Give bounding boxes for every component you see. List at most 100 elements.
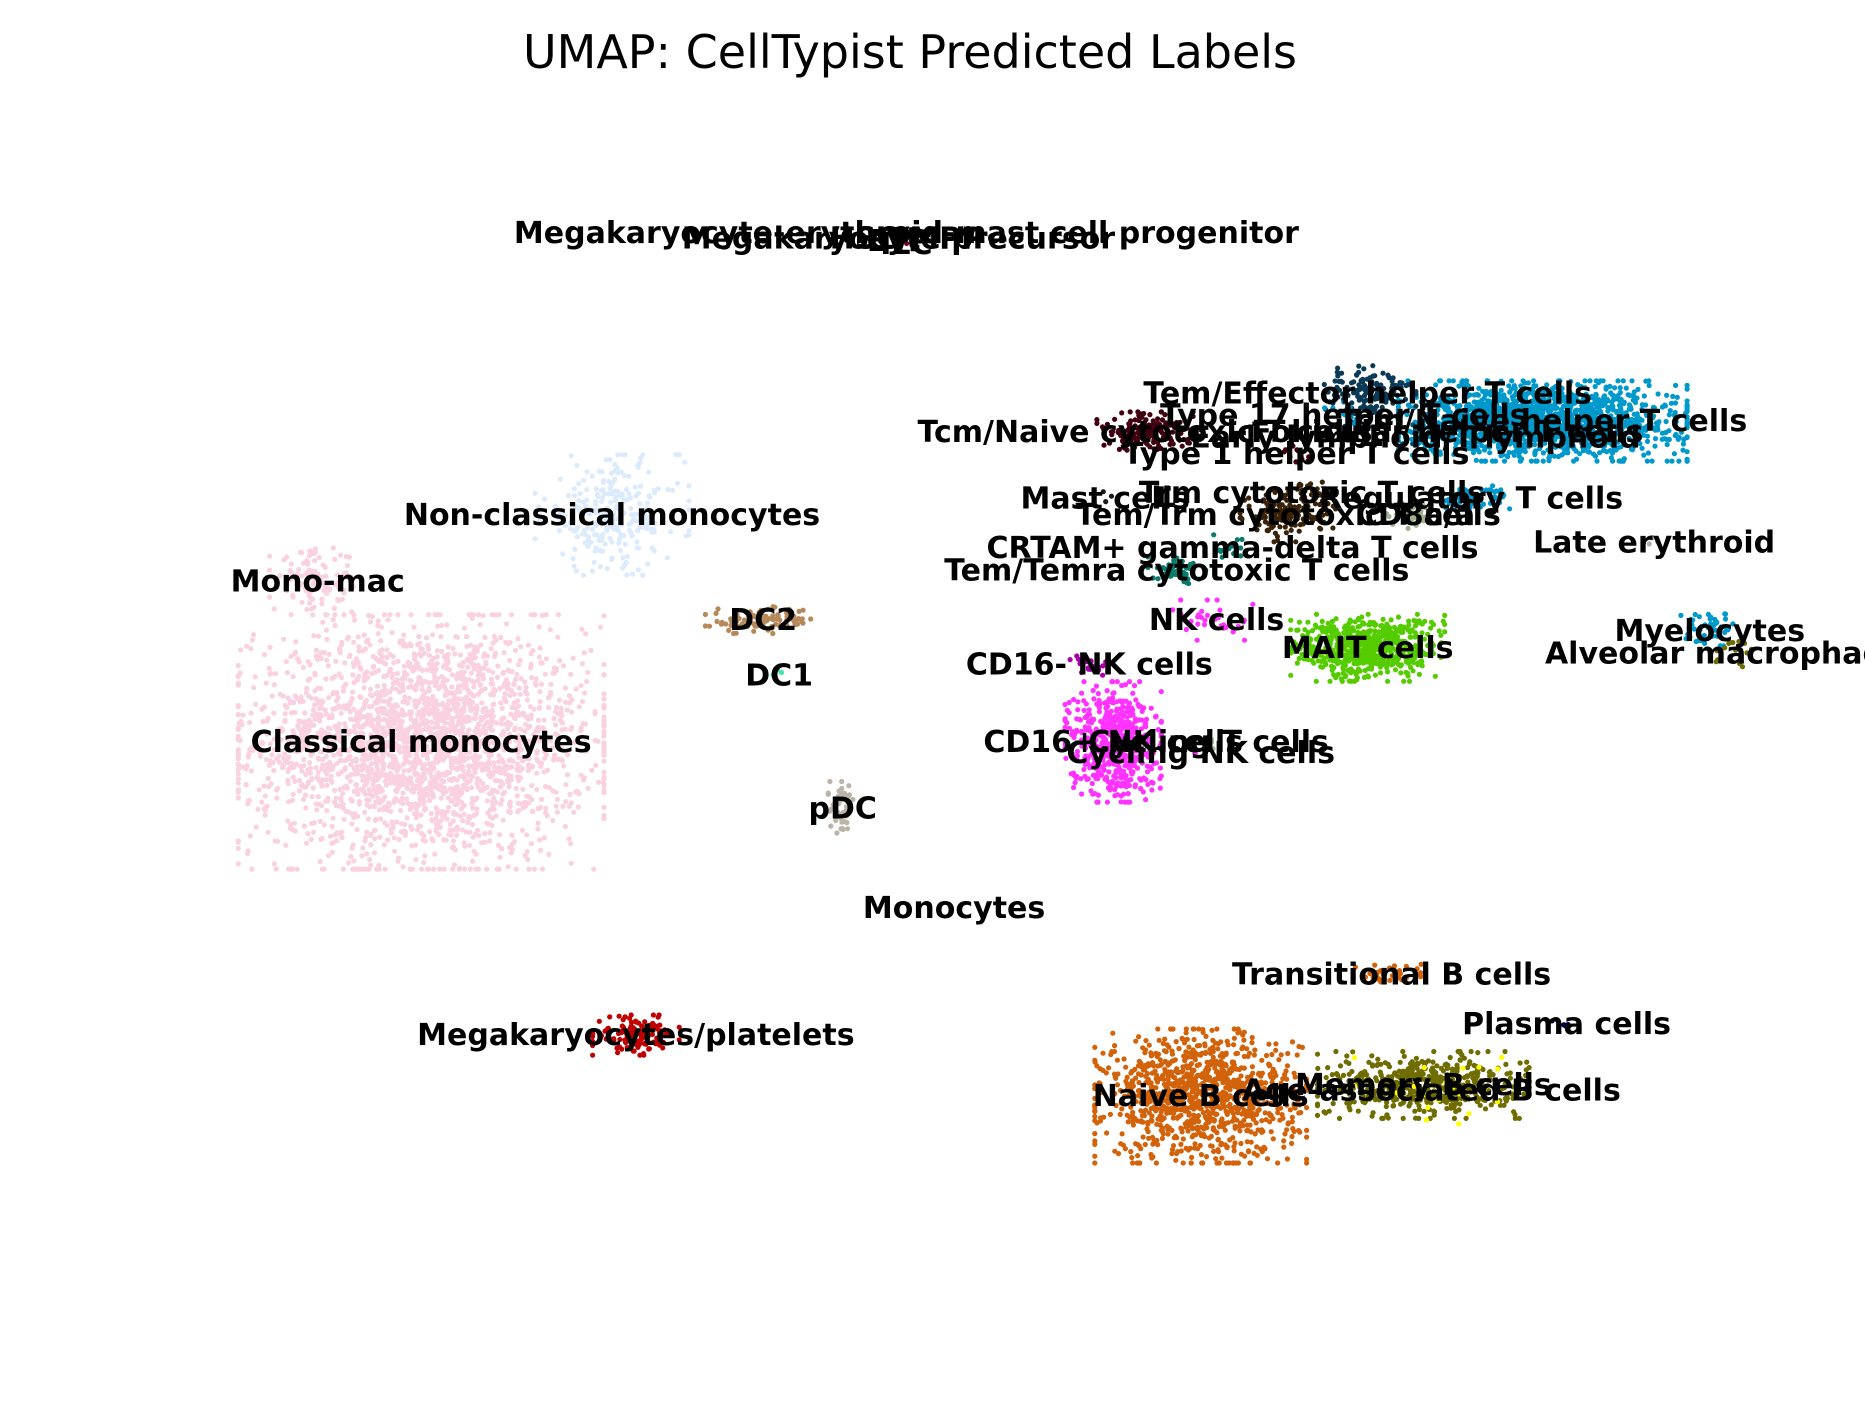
- data-point: [265, 775, 271, 782]
- data-point: [1447, 1054, 1453, 1061]
- data-point: [573, 568, 580, 574]
- data-point: [392, 712, 398, 719]
- data-point: [443, 687, 449, 693]
- data-point: [312, 546, 319, 552]
- data-point: [441, 866, 447, 872]
- data-point: [539, 796, 545, 803]
- data-point: [572, 546, 578, 553]
- data-point: [568, 800, 575, 806]
- data-point: [532, 536, 538, 542]
- data-point: [496, 612, 502, 618]
- data-point: [1133, 1038, 1139, 1044]
- data-point: [389, 685, 395, 692]
- data-point: [404, 785, 410, 791]
- data-point: [601, 718, 607, 724]
- data-point: [411, 624, 417, 630]
- data-point: [400, 800, 406, 807]
- data-point: [284, 554, 290, 560]
- data-point: [356, 644, 362, 650]
- data-point: [370, 803, 376, 809]
- data-point: [472, 769, 478, 776]
- data-point: [674, 480, 681, 486]
- data-point: [1135, 1153, 1141, 1159]
- data-point: [253, 824, 259, 830]
- data-point: [508, 687, 514, 694]
- data-point: [349, 798, 355, 804]
- data-point: [599, 487, 605, 493]
- data-point: [1243, 1113, 1249, 1119]
- data-point: [498, 700, 504, 706]
- data-point: [1503, 1061, 1509, 1067]
- data-point: [516, 778, 522, 784]
- data-point: [473, 810, 480, 817]
- data-point: [1101, 1114, 1107, 1120]
- data-point: [285, 781, 291, 787]
- data-point: [437, 824, 443, 830]
- data-point: [1155, 1026, 1161, 1032]
- data-point: [1212, 1065, 1218, 1071]
- data-point: [566, 836, 572, 842]
- data-point: [1249, 1034, 1255, 1041]
- data-point: [838, 826, 844, 832]
- data-point: [311, 829, 317, 835]
- data-point: [286, 799, 292, 805]
- data-point: [372, 827, 378, 833]
- data-point: [434, 707, 440, 713]
- data-point: [386, 803, 392, 809]
- data-point: [520, 786, 526, 792]
- data-point: [513, 676, 519, 683]
- data-point: [338, 710, 344, 716]
- data-point: [1202, 1050, 1209, 1056]
- data-point: [269, 752, 275, 758]
- data-point: [470, 858, 476, 864]
- data-point: [1122, 1146, 1128, 1152]
- data-point: [1163, 1049, 1169, 1055]
- data-point: [1431, 1048, 1437, 1055]
- data-point: [244, 763, 250, 769]
- data-point: [497, 686, 503, 692]
- data-point: [359, 773, 365, 779]
- data-point: [799, 616, 805, 622]
- data-point: [1304, 1160, 1310, 1166]
- data-point: [594, 491, 600, 497]
- data-point: [328, 773, 334, 779]
- data-point: [421, 859, 427, 866]
- data-point: [595, 779, 602, 786]
- data-point: [1401, 1053, 1407, 1059]
- data-point: [537, 699, 543, 705]
- data-point: [498, 634, 504, 641]
- data-point: [531, 866, 538, 872]
- data-point: [1195, 1146, 1201, 1152]
- data-point: [400, 790, 406, 796]
- data-point: [1350, 1049, 1356, 1055]
- data-point: [1148, 1050, 1154, 1056]
- data-point: [235, 704, 241, 710]
- data-point: [310, 707, 316, 713]
- data-point: [461, 685, 467, 691]
- data-point: [407, 806, 413, 813]
- data-point: [409, 866, 415, 872]
- data-point: [436, 783, 442, 789]
- data-point: [599, 469, 605, 475]
- data-point: [665, 486, 671, 493]
- data-point: [529, 674, 535, 681]
- data-point: [502, 691, 508, 697]
- data-point: [351, 706, 357, 712]
- data-point: [546, 851, 552, 858]
- data-point: [1223, 1160, 1229, 1166]
- data-point: [522, 679, 528, 685]
- data-point: [1431, 1108, 1437, 1114]
- data-point: [434, 679, 440, 686]
- data-point: [425, 643, 431, 649]
- data-point: [442, 692, 448, 699]
- data-point: [1378, 1061, 1384, 1067]
- data-point: [827, 778, 833, 785]
- data-point: [305, 767, 311, 773]
- data-point: [557, 717, 563, 723]
- data-point: [1281, 1144, 1287, 1150]
- data-point: [572, 739, 578, 745]
- data-point: [474, 780, 480, 786]
- data-point: [488, 646, 494, 652]
- data-point: [1155, 1063, 1161, 1069]
- data-point: [253, 701, 259, 707]
